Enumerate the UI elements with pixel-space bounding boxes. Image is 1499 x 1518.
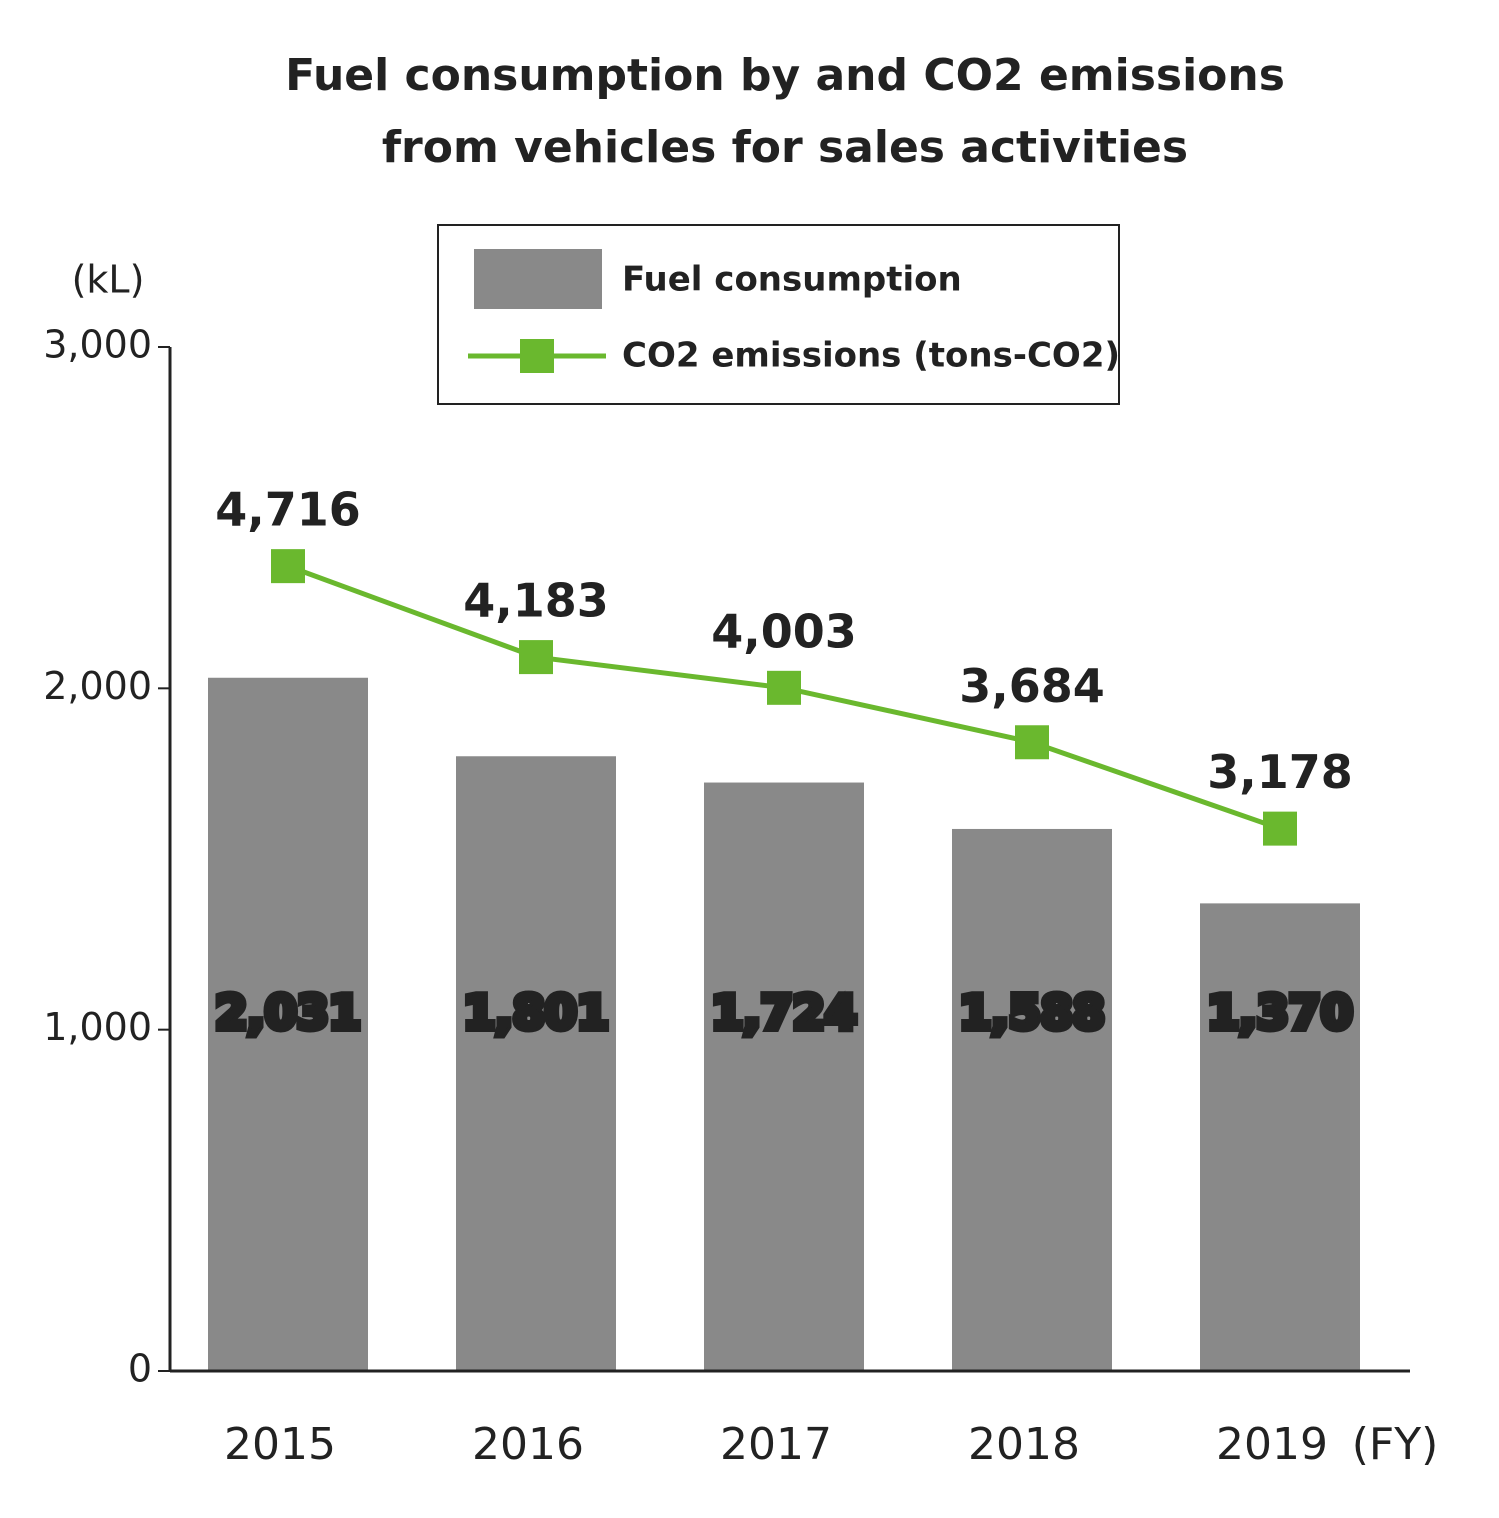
legend-label: CO2 emissions (tons-CO2)	[622, 336, 1120, 376]
bar	[456, 756, 616, 1371]
bar	[952, 828, 1112, 1371]
x-axis-label: (FY)	[1352, 1419, 1439, 1470]
x-tick-label: 2016	[472, 1419, 584, 1470]
y-tick-label: 1,000	[43, 1005, 152, 1049]
bar	[1200, 903, 1360, 1371]
line-marker	[519, 640, 553, 675]
line-marker	[1263, 811, 1297, 846]
bar	[208, 677, 368, 1371]
line-value-label: 4,716	[215, 483, 361, 537]
y-tick-label: 2,000	[43, 664, 152, 708]
bar-value-label: 1,370	[1207, 986, 1353, 1040]
line-marker	[271, 549, 305, 584]
x-tick-label: 2015	[224, 1419, 336, 1470]
y-axis-label: (kL)	[72, 258, 145, 302]
line-value-label: 3,684	[959, 659, 1105, 713]
legend-label: Fuel consumption	[622, 260, 962, 300]
line-marker	[767, 670, 801, 705]
x-tick-label: 2018	[968, 1419, 1080, 1470]
y-tick-label: 3,000	[43, 323, 152, 367]
legend-swatch	[474, 249, 602, 309]
x-tick-label: 2017	[720, 1419, 832, 1470]
bar	[704, 782, 864, 1371]
y-tick-label: 0	[128, 1347, 152, 1391]
line-marker	[1015, 725, 1049, 760]
bar-value-label: 1,588	[959, 986, 1105, 1040]
bar-value-label: 1,724	[711, 986, 857, 1040]
legend-marker	[520, 339, 554, 373]
line-value-label: 4,183	[463, 574, 609, 628]
line-value-label: 3,178	[1207, 745, 1353, 799]
bar-value-label: 2,031	[215, 986, 361, 1040]
chart-title: Fuel consumption by and CO2 emissions fr…	[285, 50, 1285, 173]
bar-value-label: 1,801	[463, 986, 609, 1040]
line-value-label: 4,003	[711, 604, 857, 658]
x-tick-label: 2019	[1216, 1419, 1328, 1470]
